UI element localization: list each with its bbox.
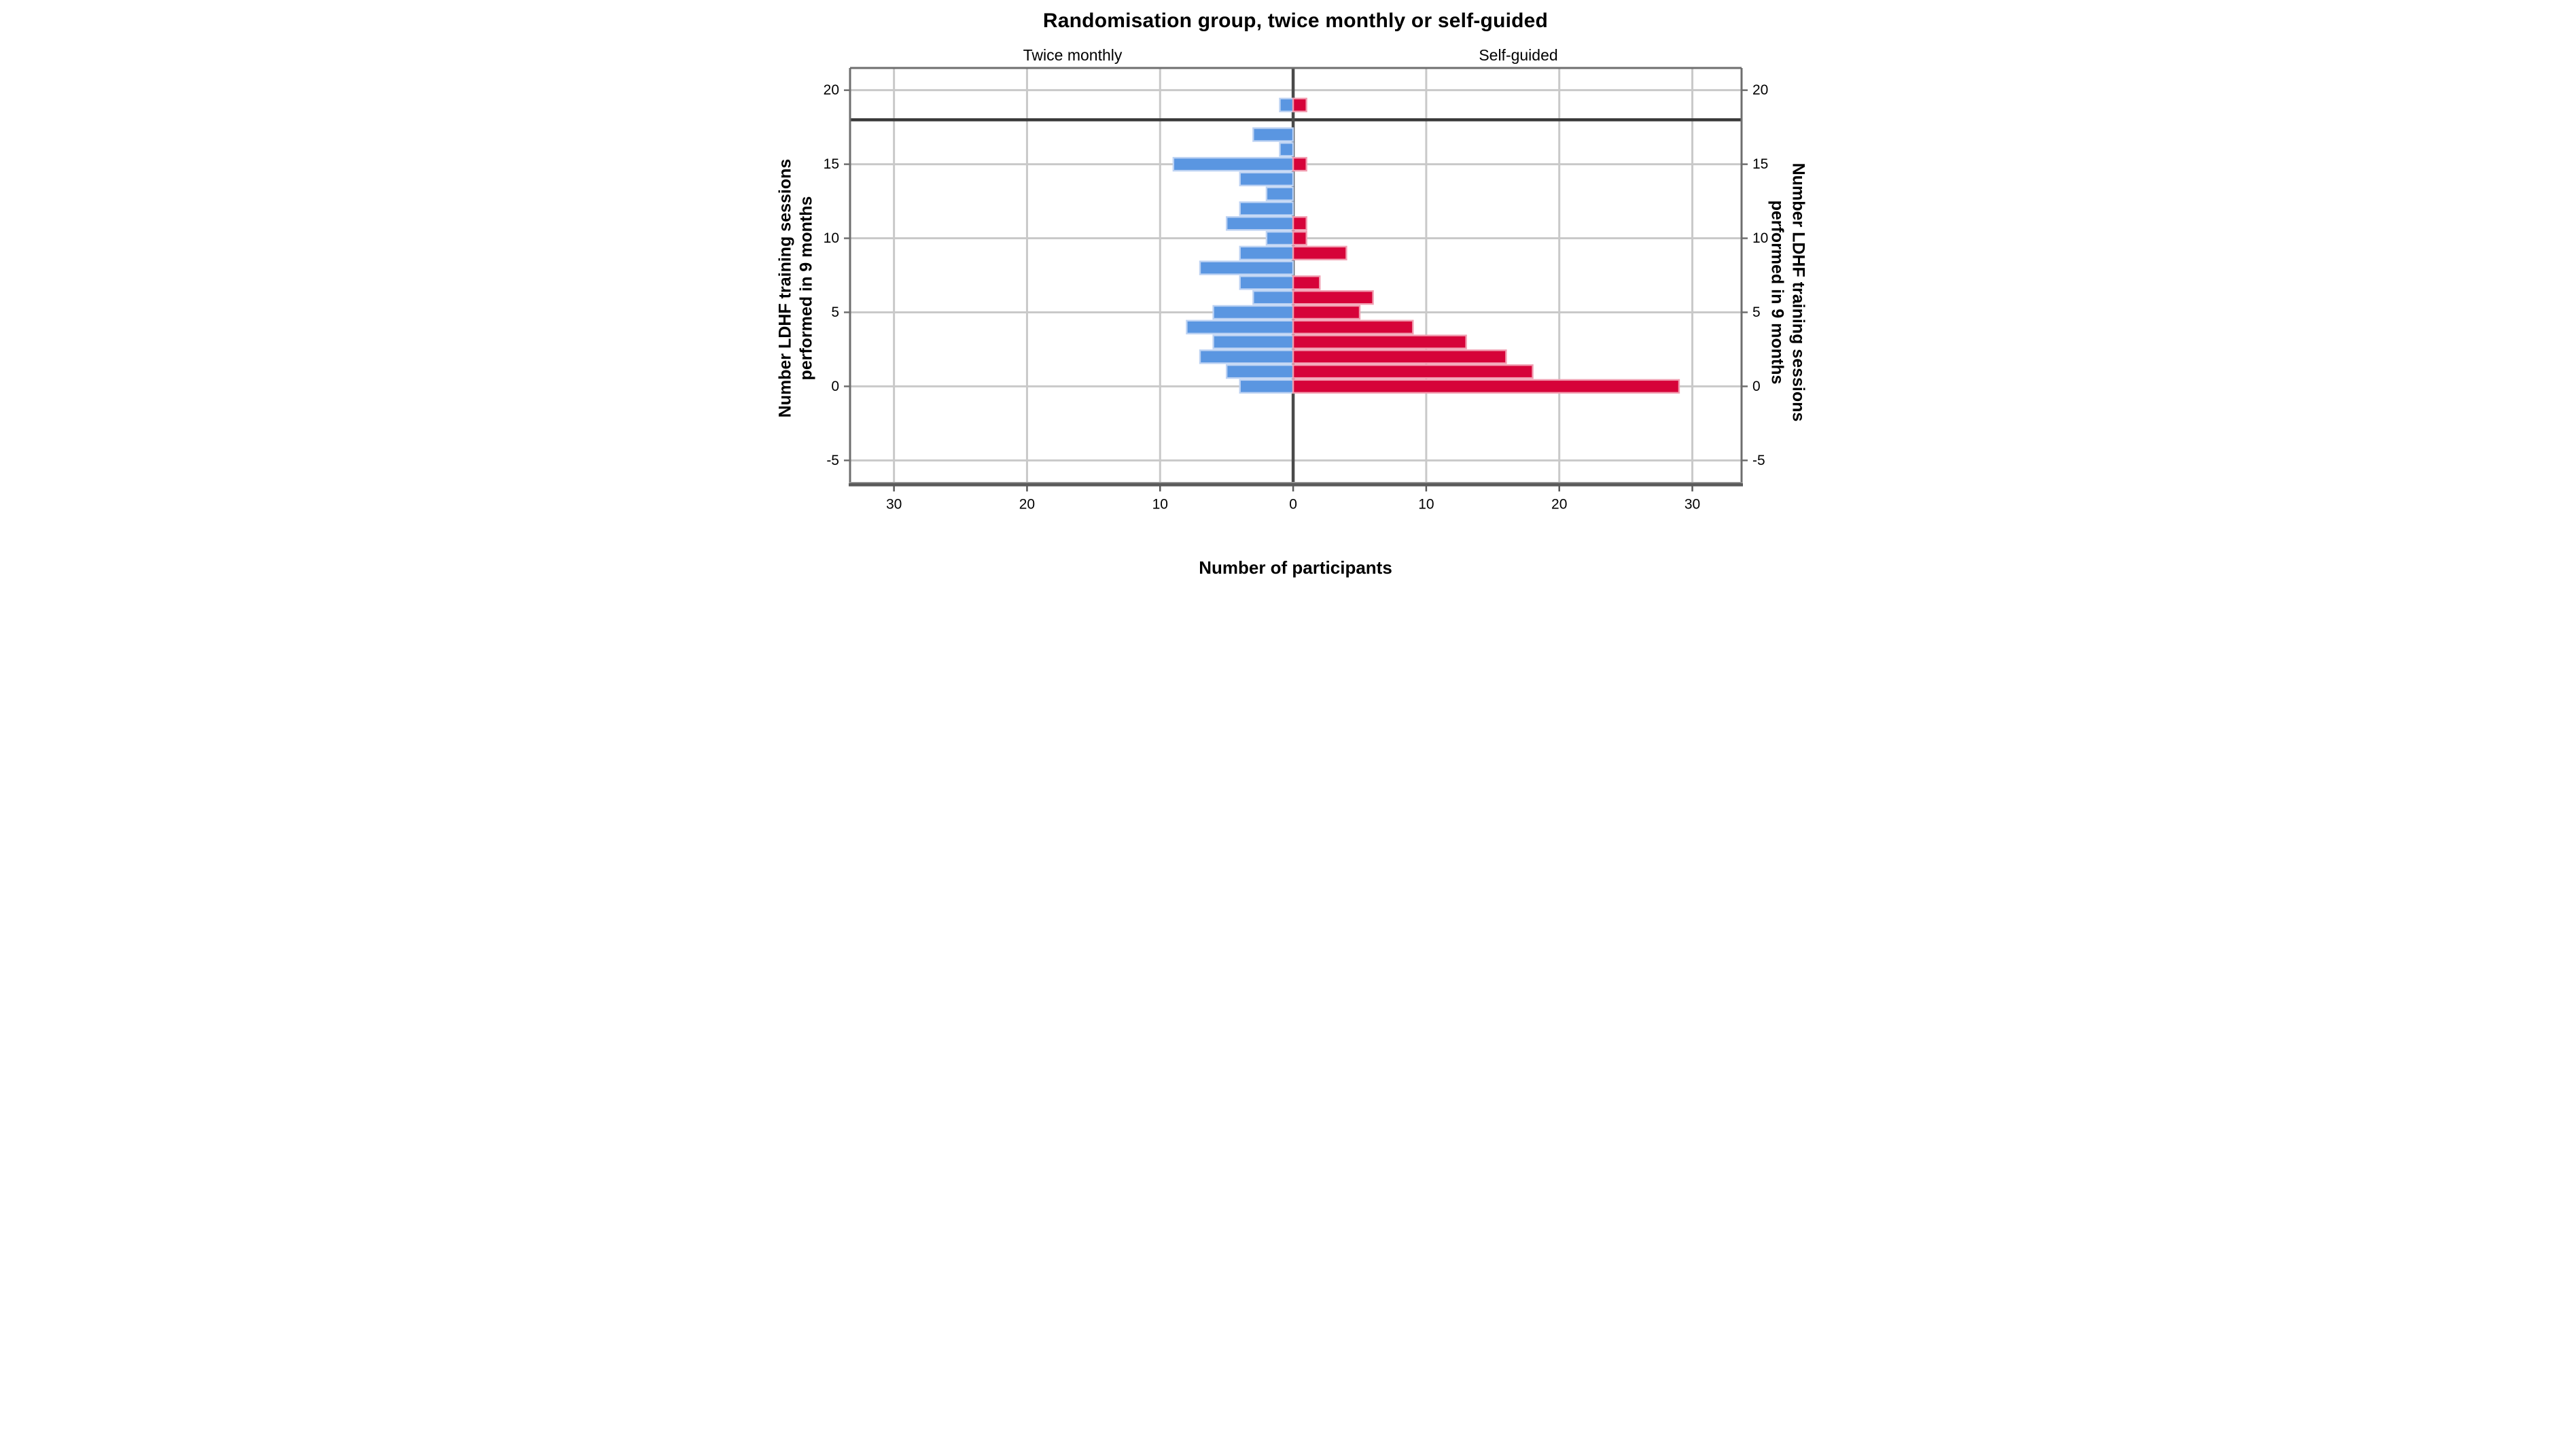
x-tick-label-0: 0 xyxy=(1289,497,1297,513)
bar-twice-monthly-11 xyxy=(1225,216,1294,231)
bar-twice-monthly-15 xyxy=(1172,156,1294,172)
bar-twice-monthly-10 xyxy=(1265,230,1294,246)
pyramid-chart-figure: Randomisation group, twice monthly or se… xyxy=(762,0,1814,587)
bar-self-guided-11 xyxy=(1292,216,1307,231)
y-tick-label-right-5: 5 xyxy=(1752,305,1761,320)
bar-self-guided-1 xyxy=(1292,364,1534,379)
bar-self-guided-0 xyxy=(1292,379,1680,394)
bar-twice-monthly-17 xyxy=(1252,127,1294,142)
panel-label-twice-monthly: Twice monthly xyxy=(1023,46,1123,64)
y-tick-label-right-0: 0 xyxy=(1752,379,1761,394)
x-tick-label-30: 30 xyxy=(1684,497,1699,513)
bar-self-guided-5 xyxy=(1292,305,1360,320)
chart-title: Randomisation group, twice monthly or se… xyxy=(1042,10,1549,32)
bar-twice-monthly-2 xyxy=(1199,349,1294,364)
plot-area: 30 20 10 0 10 20 30 20 20 15 15 10 10 5 5 0 0 -5 -5 xyxy=(823,67,1768,513)
bar-twice-monthly-3 xyxy=(1212,334,1294,349)
bar-twice-monthly-14 xyxy=(1239,171,1294,187)
bar-twice-monthly-0 xyxy=(1239,379,1294,394)
x-axis-title: Number of participants xyxy=(1199,557,1392,578)
bar-twice-monthly-19 xyxy=(1278,97,1294,113)
bar-twice-monthly-6 xyxy=(1252,290,1294,305)
bar-twice-monthly-12 xyxy=(1239,201,1294,216)
y-tick-label-left-20: 20 xyxy=(823,82,839,98)
bar-twice-monthly-13 xyxy=(1265,186,1294,201)
y-tick-label-left--5: -5 xyxy=(826,453,839,468)
y-tick-label-left-5: 5 xyxy=(831,305,839,320)
bar-twice-monthly-16 xyxy=(1278,142,1294,157)
y-tick-label-left-10: 10 xyxy=(823,230,839,246)
bar-self-guided-3 xyxy=(1292,334,1467,349)
bar-self-guided-2 xyxy=(1292,349,1507,364)
bar-self-guided-7 xyxy=(1292,275,1320,290)
bar-self-guided-6 xyxy=(1292,290,1374,305)
bar-self-guided-19 xyxy=(1292,97,1307,113)
x-tick-label-20: 20 xyxy=(1551,497,1567,513)
bar-twice-monthly-5 xyxy=(1212,305,1294,320)
panel-label-self-guided: Self-guided xyxy=(1479,46,1558,64)
bar-self-guided-15 xyxy=(1292,156,1307,172)
y-tick-label-left-0: 0 xyxy=(831,379,839,394)
bar-self-guided-4 xyxy=(1292,319,1414,334)
bar-twice-monthly-7 xyxy=(1239,275,1294,290)
bar-twice-monthly-8 xyxy=(1199,260,1294,275)
x-tick-label--10: 10 xyxy=(1152,497,1167,513)
y-tick-label-right-10: 10 xyxy=(1752,230,1768,246)
bar-twice-monthly-4 xyxy=(1185,319,1294,334)
x-tick-label--20: 20 xyxy=(1019,497,1034,513)
y-tick-label-right-20: 20 xyxy=(1752,82,1768,98)
x-tick-label--30: 30 xyxy=(885,497,901,513)
bar-self-guided-9 xyxy=(1292,245,1347,261)
bar-twice-monthly-1 xyxy=(1225,364,1294,379)
x-tick-label-10: 10 xyxy=(1418,497,1434,513)
y-tick-label-left-15: 15 xyxy=(823,156,839,172)
bar-twice-monthly-9 xyxy=(1239,245,1294,261)
bar-self-guided-10 xyxy=(1292,230,1307,246)
y-tick-label-right-15: 15 xyxy=(1752,156,1768,172)
y-tick-label-right--5: -5 xyxy=(1752,453,1765,468)
